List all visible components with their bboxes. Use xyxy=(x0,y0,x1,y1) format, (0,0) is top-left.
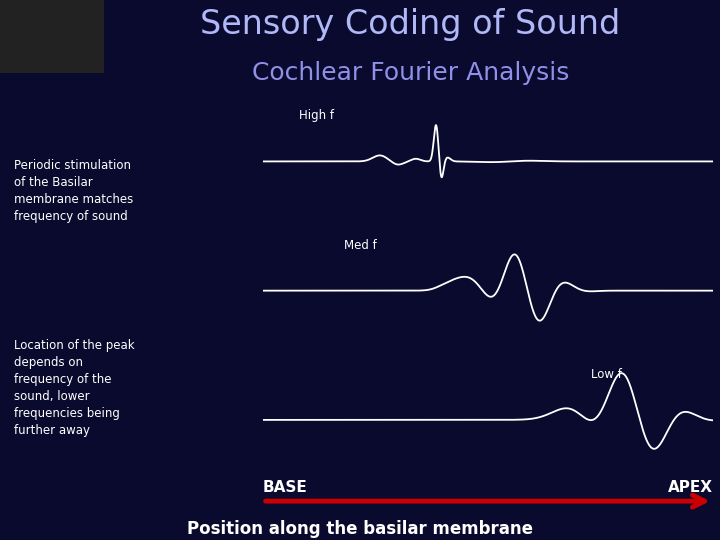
Text: Position along the basilar membrane: Position along the basilar membrane xyxy=(187,520,533,538)
Text: Med f: Med f xyxy=(344,239,377,252)
Text: APEX: APEX xyxy=(668,480,713,495)
Text: Periodic stimulation
of the Basilar
membrane matches
frequency of sound: Periodic stimulation of the Basilar memb… xyxy=(14,159,133,223)
Text: Low f: Low f xyxy=(591,368,622,381)
Text: Cochlear Fourier Analysis: Cochlear Fourier Analysis xyxy=(252,61,569,85)
Text: Location of the peak
depends on
frequency of the
sound, lower
frequencies being
: Location of the peak depends on frequenc… xyxy=(14,339,135,437)
Text: Sensory Coding of Sound: Sensory Coding of Sound xyxy=(200,8,621,41)
Text: High f: High f xyxy=(299,110,334,123)
Text: BASE: BASE xyxy=(263,480,307,495)
